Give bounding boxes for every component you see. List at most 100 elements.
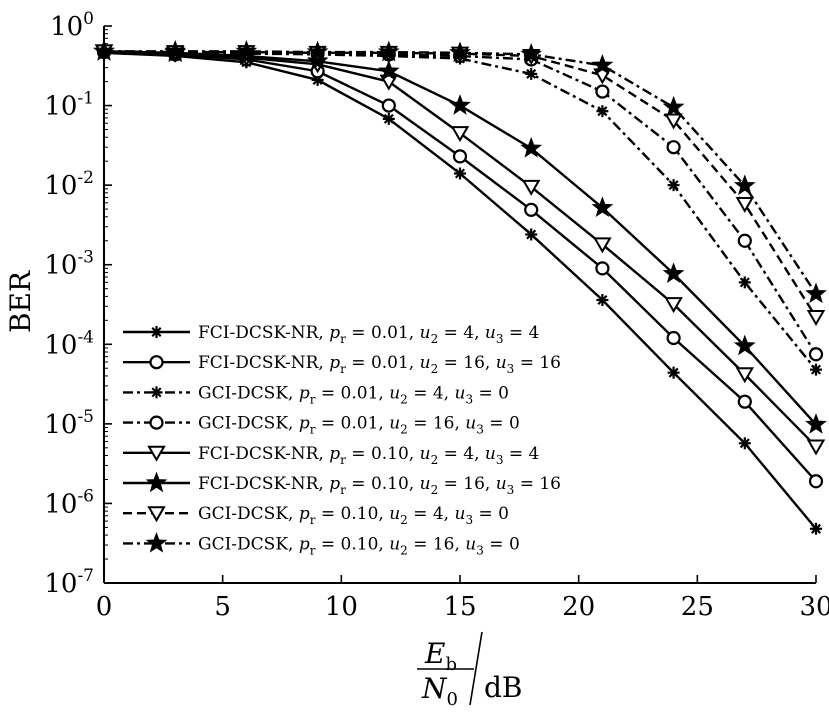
axes: 0 5 10 15 20 25 30 100 10-1 10-2 10-3 10-4 10-5 10-6 1… [44,9,829,622]
legend-label: FCI-DCSK-NR, pr = 0.01, u2 = 16, u3 = 16 [198,353,561,376]
data-point [667,366,680,379]
data-point [805,413,827,434]
series-line [104,50,818,295]
data-point [449,94,471,115]
legend-label: GCI-DCSK, pr = 0.01, u2 = 4, u3 = 0 [198,383,509,406]
legend-item: FCI-DCSK-NR, pr = 0.01, u2 = 16, u3 = 16 [123,353,561,376]
data-point [737,394,752,409]
x-label-num-subscript: b [445,654,457,675]
data-point [738,437,751,450]
y-tick-label: 10-6 [44,486,94,519]
x-tick-label: 15 [443,592,476,622]
legend-marker [147,506,166,523]
legend-item: FCI-DCSK-NR, pr = 0.10, u2 = 16, u3 = 16 [123,471,561,497]
data-point [735,196,755,213]
series-line [103,50,818,355]
x-tick-label: 20 [562,592,595,622]
x-tick-label: 25 [681,592,714,622]
data-point [520,136,543,158]
x-tick-label: 10 [325,592,358,622]
data-point [450,126,470,143]
data-point [595,261,610,276]
data-point [806,310,826,327]
y-tick-label: 10-3 [44,248,94,281]
data-point [521,179,541,196]
data-point [664,113,683,130]
series-7 [94,44,826,327]
data-point [810,522,822,535]
y-tick-label: 10-2 [44,168,94,201]
legend-marker [150,326,163,338]
y-axis-label: BER [4,270,37,333]
data-point [306,40,329,62]
data-point [591,196,614,217]
legend-label: FCI-DCSK-NR, pr = 0.10, u2 = 16, u3 = 16 [198,474,561,497]
legend-label: FCI-DCSK-NR, pr = 0.10, u2 = 4, u3 = 4 [198,444,539,467]
data-point [810,363,822,376]
data-point [808,347,824,362]
data-point [382,112,395,125]
data-point [452,149,468,164]
axis-labels: BER Eb N0 dB [4,270,523,710]
legend-item: GCI-DCSK, pr = 0.10, u2 = 16, u3 = 0 [123,531,520,557]
data-point [591,53,614,75]
data-point [449,41,471,63]
legend: FCI-DCSK-NR, pr = 0.01, u2 = 4, u3 = 4 FC… [123,323,561,557]
data-point [733,334,756,356]
data-point [805,282,827,304]
y-tick-label: 10-5 [44,407,94,440]
data-point [808,474,824,489]
data-point [596,105,609,118]
data-point [164,39,187,61]
x-label-den-subscript: 0 [447,689,458,710]
x-label-unit: dB [484,671,523,704]
x-tick-label: 0 [96,592,113,622]
x-label-denominator: N0 [421,672,458,710]
legend-marker [145,471,168,493]
x-tick-label: 5 [214,592,231,622]
x-label-numerator: Eb [424,637,457,675]
data-point [595,84,610,99]
legend-marker [147,445,166,462]
data-point [737,233,752,248]
series-line [103,50,817,371]
data-point [520,42,543,64]
legend-label: GCI-DCSK, pr = 0.01, u2 = 16, u3 = 0 [198,414,520,437]
data-point [735,367,755,384]
x-label-slash [469,631,483,706]
series-6 [93,39,827,434]
plot-data [93,39,827,535]
legend-label: GCI-DCSK, pr = 0.10, u2 = 4, u3 = 0 [198,504,509,527]
data-point [524,202,539,217]
data-point [666,330,681,346]
y-tick-label: 10-4 [44,327,94,360]
data-point [377,40,400,62]
legend-item: GCI-DCSK, pr = 0.10, u2 = 4, u3 = 0 [123,504,509,527]
data-point [666,140,681,155]
data-point [593,237,612,254]
legend-item: FCI-DCSK-NR, pr = 0.01, u2 = 4, u3 = 4 [123,323,539,346]
legend-label: GCI-DCSK, pr = 0.10, u2 = 16, u3 = 0 [198,534,520,557]
legend-marker [149,415,164,430]
legend-marker [145,531,168,553]
data-point [454,167,466,180]
x-label-den-symbol: N [421,672,448,705]
data-point [381,98,396,113]
data-point [662,95,685,117]
x-label-num-symbol: E [424,637,445,670]
data-point [525,67,538,80]
data-point [733,174,756,196]
data-point [596,294,609,307]
data-point [664,297,683,314]
legend-item: FCI-DCSK-NR, pr = 0.10, u2 = 4, u3 = 4 [123,444,539,467]
data-point [667,179,680,192]
legend-marker [150,386,163,399]
y-tick-label: 100 [50,9,94,42]
data-point [738,276,751,289]
data-point [525,228,538,241]
y-tick-label: 10-7 [44,566,94,599]
data-point [377,59,400,81]
legend-label: FCI-DCSK-NR, pr = 0.01, u2 = 4, u3 = 4 [198,323,539,346]
legend-item: GCI-DCSK, pr = 0.01, u2 = 4, u3 = 0 [123,383,509,406]
